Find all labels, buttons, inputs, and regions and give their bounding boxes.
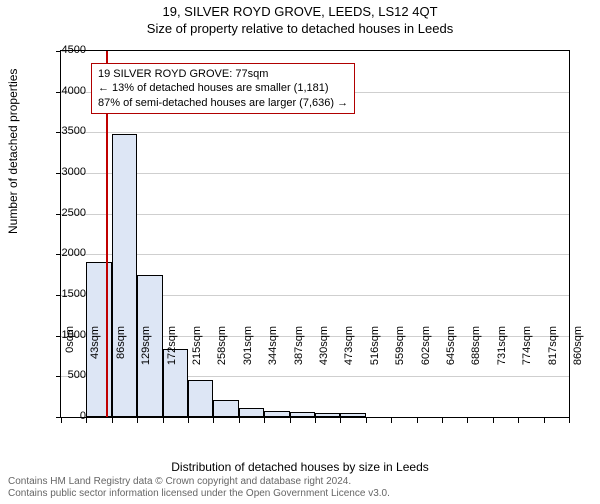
x-tick-label: 516sqm [369,326,381,374]
annotation-line: 19 SILVER ROYD GROVE: 77sqm [98,67,348,81]
histogram-bar [239,408,264,417]
page-subtitle: Size of property relative to detached ho… [0,21,600,36]
x-tick-label: 43sqm [89,326,101,374]
grid-line [61,214,569,215]
y-tick-label: 2000 [46,247,86,259]
x-tick-label: 430sqm [318,326,330,374]
x-tick-label: 688sqm [470,326,482,374]
x-tick-mark [569,418,570,423]
histogram-bar [315,413,340,417]
x-tick-label: 344sqm [267,326,279,374]
y-tick-label: 2500 [46,207,86,219]
x-tick-label: 258sqm [216,326,228,374]
x-tick-mark [340,418,341,423]
x-tick-label: 172sqm [166,326,178,374]
x-tick-label: 86sqm [115,326,127,374]
y-tick-label: 0 [46,410,86,422]
x-tick-mark [467,418,468,423]
grid-line [61,173,569,174]
y-tick-label: 1500 [46,288,86,300]
x-tick-label: 0sqm [64,326,76,374]
y-tick-label: 3500 [46,125,86,137]
x-tick-mark [112,418,113,423]
x-tick-label: 860sqm [572,326,584,374]
x-tick-label: 301sqm [242,326,254,374]
histogram-bar [188,380,213,417]
x-tick-mark [213,418,214,423]
histogram-chart: 19 SILVER ROYD GROVE: 77sqm← 13% of deta… [60,50,570,418]
x-tick-mark [264,418,265,423]
histogram-bar [290,412,315,417]
x-tick-mark [518,418,519,423]
x-tick-label: 387sqm [293,326,305,374]
page-title: 19, SILVER ROYD GROVE, LEEDS, LS12 4QT [0,4,600,19]
x-tick-mark [442,418,443,423]
x-tick-mark [239,418,240,423]
annotation-line: 87% of semi-detached houses are larger (… [98,96,348,110]
x-tick-label: 774sqm [521,326,533,374]
footer-line: Contains public sector information licen… [8,488,390,500]
x-tick-mark [290,418,291,423]
x-tick-mark [163,418,164,423]
x-tick-mark [544,418,545,423]
x-tick-label: 645sqm [445,326,457,374]
grid-line [61,254,569,255]
histogram-bar [213,400,238,417]
x-axis-label: Distribution of detached houses by size … [0,460,600,474]
x-tick-mark [493,418,494,423]
grid-line [61,132,569,133]
x-tick-label: 731sqm [496,326,508,374]
annotation-line: ← 13% of detached houses are smaller (1,… [98,81,348,95]
x-tick-mark [86,418,87,423]
x-tick-mark [188,418,189,423]
y-tick-label: 4000 [46,85,86,97]
x-tick-mark [417,418,418,423]
footer-line: Contains HM Land Registry data © Crown c… [8,476,390,488]
x-tick-label: 559sqm [394,326,406,374]
x-tick-label: 473sqm [343,326,355,374]
x-tick-label: 817sqm [547,326,559,374]
histogram-bar [264,411,289,417]
x-tick-mark [315,418,316,423]
x-tick-label: 602sqm [420,326,432,374]
y-tick-label: 4500 [46,44,86,56]
histogram-bar [340,413,365,417]
footer-attribution: Contains HM Land Registry data © Crown c… [8,476,390,500]
x-tick-mark [391,418,392,423]
x-tick-label: 129sqm [140,326,152,374]
histogram-bar [112,134,137,417]
x-tick-mark [137,418,138,423]
annotation-box: 19 SILVER ROYD GROVE: 77sqm← 13% of deta… [91,63,355,114]
x-tick-mark [366,418,367,423]
y-axis-label: Number of detached properties [6,69,20,234]
y-tick-label: 3000 [46,166,86,178]
x-tick-label: 215sqm [191,326,203,374]
